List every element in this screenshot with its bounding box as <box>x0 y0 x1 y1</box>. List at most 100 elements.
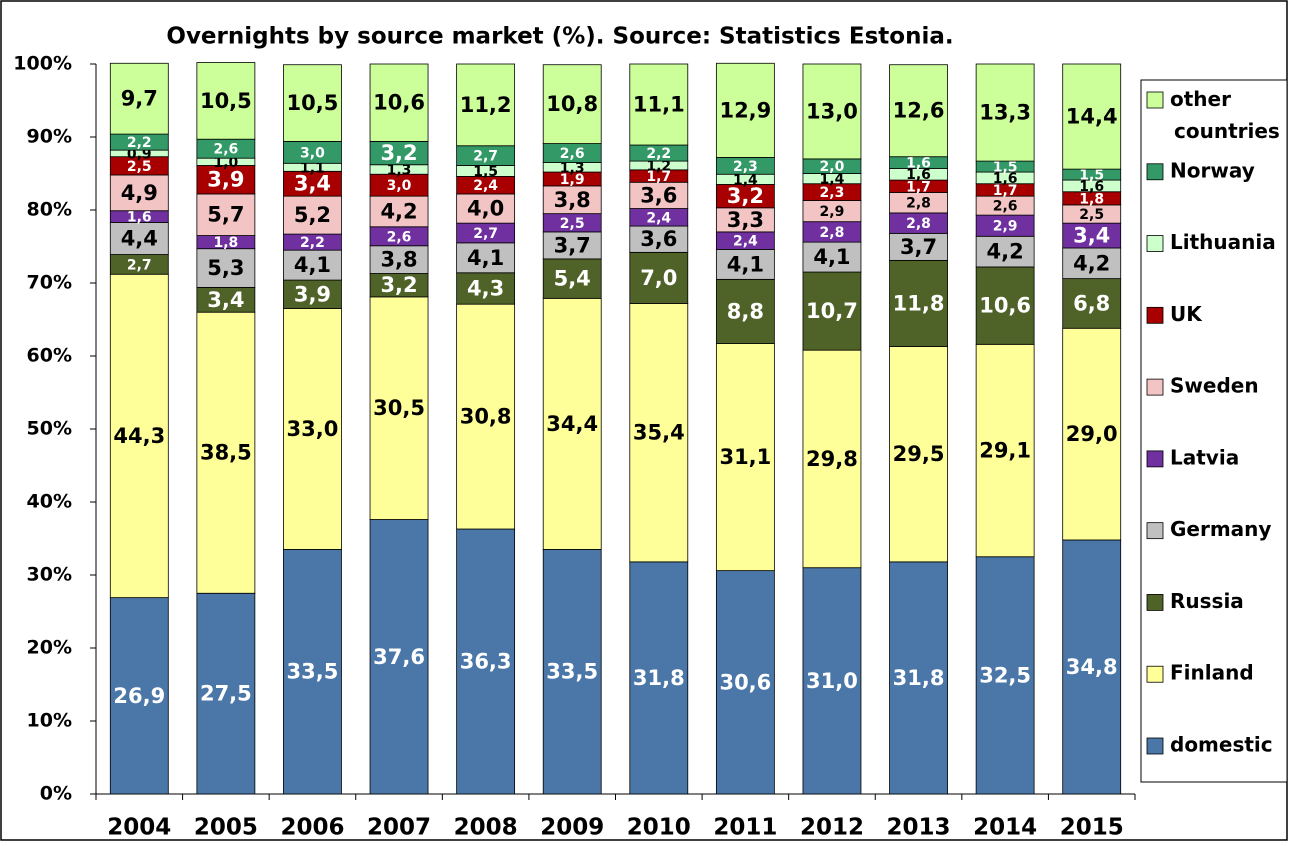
bar-segment <box>456 63 516 147</box>
data-label: 6,8 <box>1073 291 1110 315</box>
data-label: 4,2 <box>380 199 417 223</box>
legend-label: other countries <box>1170 87 1280 143</box>
bar-segment <box>975 556 1035 795</box>
data-label: 37,6 <box>373 645 425 669</box>
data-label: 4,0 <box>467 197 504 221</box>
legend-label: Sweden <box>1170 374 1259 398</box>
bar-segment <box>196 193 256 236</box>
bar-segment <box>283 279 342 309</box>
data-label: 5,4 <box>554 267 591 291</box>
legend-swatch <box>1146 91 1164 109</box>
data-label: 2,6 <box>213 142 238 158</box>
legend-swatch <box>1146 378 1164 396</box>
data-label: 11,1 <box>633 93 685 117</box>
bar-segment <box>715 343 775 572</box>
data-label: 3,8 <box>554 188 591 212</box>
bar-segment <box>456 242 516 274</box>
data-label: 5,2 <box>294 203 331 227</box>
data-label: 7,0 <box>640 266 677 290</box>
data-label: 10,5 <box>200 89 252 113</box>
data-label: 2,4 <box>646 210 671 226</box>
y-tick-label: 70% <box>27 272 72 294</box>
data-label: 2,7 <box>473 226 498 242</box>
data-label: 13,0 <box>806 99 858 123</box>
data-label: 30,6 <box>719 670 771 694</box>
bar-segment <box>975 235 1035 268</box>
legend-swatch <box>1146 594 1164 611</box>
bar-segment <box>369 296 429 520</box>
bar-segment <box>456 272 516 305</box>
legend-label: Finland <box>1170 661 1254 685</box>
y-tick-label: 20% <box>27 637 72 659</box>
data-label: 12,9 <box>719 98 771 122</box>
data-label: 34,4 <box>546 412 598 436</box>
legend-label: Russia <box>1170 589 1244 613</box>
data-label: 44,3 <box>113 424 165 448</box>
chart-title: Overnights by source market (%). Source:… <box>166 24 953 50</box>
bar-segment <box>542 297 602 550</box>
bar-segment <box>715 62 775 158</box>
legend-frame <box>1140 79 1288 783</box>
bar-segment <box>109 273 169 599</box>
legend-label: domestic <box>1170 733 1273 757</box>
data-label: 5,3 <box>207 256 244 280</box>
data-label: 4,1 <box>294 253 331 277</box>
data-label: 2,4 <box>473 178 498 194</box>
bar-segment <box>283 549 342 795</box>
bar-segment <box>196 592 256 795</box>
data-label: 35,4 <box>633 421 685 445</box>
data-label: 2,0 <box>820 159 845 175</box>
data-label: 4,1 <box>727 252 764 276</box>
bar-segment <box>109 62 169 135</box>
data-label: 3,7 <box>900 235 937 259</box>
bar-segment <box>283 195 342 235</box>
data-label: 1,5 <box>473 164 498 180</box>
data-label: 2,9 <box>993 219 1018 235</box>
y-tick-label: 30% <box>27 564 72 586</box>
bar-segment <box>629 303 689 563</box>
data-label: 3,7 <box>554 233 591 257</box>
data-label: 3,2 <box>380 273 417 297</box>
bar-segment <box>975 266 1035 345</box>
data-label: 30,8 <box>460 405 512 429</box>
bar-segment <box>802 349 862 569</box>
data-label: 2,2 <box>127 135 152 151</box>
data-label: 10,6 <box>979 294 1031 318</box>
data-label: 3,4 <box>207 288 244 312</box>
bar-segment <box>542 549 602 795</box>
bar-segment <box>629 561 689 795</box>
data-label: 2,5 <box>127 159 152 175</box>
y-tick-label: 0% <box>40 783 72 805</box>
data-label: 11,8 <box>893 291 945 315</box>
bar-segment <box>1062 222 1122 249</box>
bar-segment <box>1062 327 1122 541</box>
legend-swatch <box>1146 235 1164 252</box>
data-label: 2,7 <box>127 257 152 273</box>
data-label: 1,2 <box>646 158 671 174</box>
y-tick-label: 40% <box>27 491 72 513</box>
data-label: 3,4 <box>1073 224 1110 248</box>
x-tick-label: 2004 <box>107 815 171 841</box>
data-label: 29,5 <box>893 442 945 466</box>
y-tick-label: 60% <box>27 345 72 367</box>
data-label: 32,5 <box>979 663 1031 687</box>
data-label: 2,6 <box>387 229 412 245</box>
data-label: 2,2 <box>300 235 325 251</box>
bar-segment <box>715 570 775 795</box>
x-tick-label: 2015 <box>1060 815 1124 841</box>
data-label: 1,6 <box>993 171 1018 187</box>
data-label: 1,4 <box>820 172 845 188</box>
data-label: 34,8 <box>1066 655 1118 679</box>
data-label: 27,5 <box>200 682 252 706</box>
data-label: 1,6 <box>906 167 931 183</box>
data-label: 1,8 <box>1079 191 1104 207</box>
data-label: 1,5 <box>993 160 1018 176</box>
x-tick-label: 2008 <box>454 815 518 841</box>
x-tick-label: 2013 <box>887 815 951 841</box>
bar-segment <box>802 567 862 795</box>
data-label: 8,8 <box>727 299 764 323</box>
bar-segment <box>542 185 602 215</box>
data-label: 3,6 <box>640 227 677 251</box>
data-label: 3,4 <box>294 172 331 196</box>
x-tick-label: 2005 <box>194 815 258 841</box>
